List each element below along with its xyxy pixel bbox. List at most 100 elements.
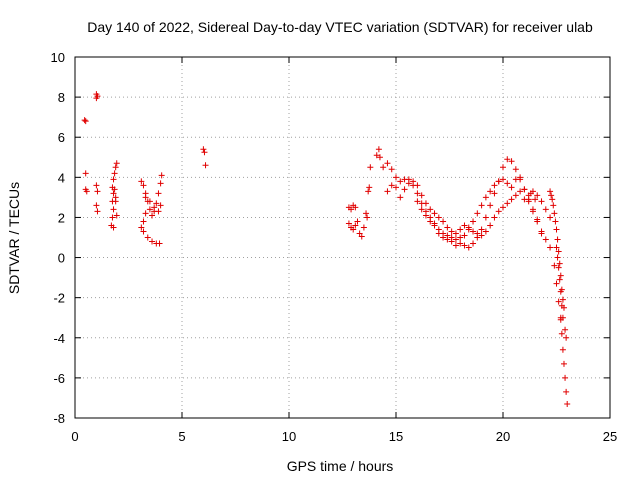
data-point (140, 228, 147, 235)
data-point (149, 212, 156, 219)
data-point (155, 190, 162, 197)
data-point (94, 93, 101, 100)
data-point (401, 186, 408, 193)
data-point (521, 186, 528, 193)
data-point (482, 214, 489, 221)
data-point (138, 224, 145, 231)
data-point (81, 117, 88, 124)
data-point (557, 272, 564, 279)
data-point (557, 288, 564, 295)
data-point (500, 164, 506, 171)
data-point (111, 186, 118, 193)
data-point (448, 228, 455, 235)
data-point (384, 188, 391, 195)
data-point (388, 182, 395, 189)
data-point (397, 178, 404, 185)
data-point (363, 210, 370, 217)
data-point (200, 146, 207, 153)
data-point (534, 216, 541, 223)
data-point (140, 218, 147, 225)
data-point (529, 206, 536, 213)
data-point (554, 254, 561, 261)
data-point (553, 226, 560, 233)
data-point (508, 196, 515, 203)
data-point (151, 204, 158, 211)
x-tick-label: 25 (603, 429, 617, 444)
data-point (517, 188, 524, 195)
data-point (470, 218, 477, 225)
y-tick-label: 8 (58, 90, 65, 105)
x-tick-label: 10 (282, 429, 296, 444)
data-point (345, 220, 352, 227)
data-point (144, 234, 151, 241)
data-point (508, 158, 515, 165)
data-point (452, 236, 459, 243)
data-point (532, 196, 539, 203)
x-tick-label: 0 (71, 429, 78, 444)
data-point (405, 180, 412, 187)
data-point (348, 206, 355, 213)
data-point (113, 160, 120, 167)
data-point (444, 224, 451, 231)
data-point (83, 188, 90, 195)
data-point (157, 202, 164, 209)
data-point (564, 400, 571, 407)
data-point (384, 160, 391, 167)
data-point (422, 212, 429, 219)
data-point (553, 280, 560, 287)
data-point (465, 224, 472, 231)
y-tick-label: -6 (53, 371, 65, 386)
data-point (554, 236, 561, 243)
data-point (110, 190, 117, 197)
data-point (560, 360, 567, 367)
data-point (110, 176, 117, 183)
data-point (82, 118, 89, 125)
data-point (553, 244, 560, 251)
data-point (542, 236, 549, 243)
data-point (470, 240, 477, 247)
chart-title: Day 140 of 2022, Sidereal Day-to-day VTE… (87, 19, 593, 35)
data-point (555, 298, 562, 305)
data-point (547, 188, 554, 195)
data-point (431, 210, 438, 217)
data-point (354, 218, 361, 225)
grid-lines (75, 57, 610, 418)
data-point (557, 316, 564, 323)
data-point (563, 334, 570, 341)
data-point (375, 146, 382, 153)
data-point (113, 212, 120, 219)
data-point (457, 226, 464, 233)
data-point (482, 228, 489, 235)
data-point (149, 238, 156, 245)
data-point (366, 184, 373, 191)
y-tick-label: -8 (53, 411, 65, 426)
data-point (512, 166, 519, 173)
data-point (495, 208, 502, 215)
data-point (93, 202, 100, 209)
data-point (360, 224, 367, 231)
data-point (504, 156, 511, 163)
data-point (352, 204, 359, 211)
x-tick-label: 20 (496, 429, 510, 444)
data-point (487, 222, 494, 229)
data-point (500, 176, 506, 183)
data-point (538, 230, 545, 237)
data-point (465, 244, 472, 251)
data-point (559, 296, 566, 303)
data-point (448, 238, 455, 245)
data-point (521, 196, 528, 203)
data-point (461, 232, 468, 239)
data-point (517, 174, 524, 181)
data-point (440, 218, 447, 225)
data-point (376, 154, 383, 161)
data-point (365, 188, 372, 195)
data-point (156, 240, 163, 247)
data-point (410, 178, 417, 185)
data-point (478, 232, 485, 239)
data-point (538, 198, 545, 205)
y-tick-label: -4 (53, 331, 65, 346)
y-tick-label: 10 (51, 50, 65, 65)
data-point (508, 184, 515, 191)
data-point (146, 206, 153, 213)
data-point (457, 240, 464, 247)
